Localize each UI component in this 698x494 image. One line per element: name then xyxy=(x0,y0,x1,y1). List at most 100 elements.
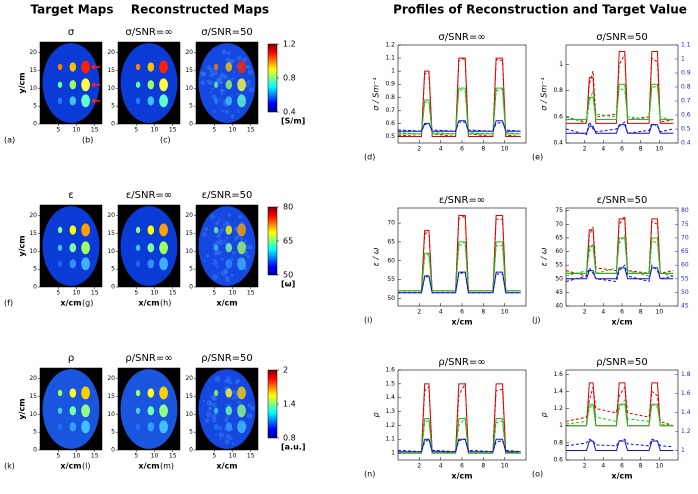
y-tick-label: 1.1 xyxy=(385,55,395,62)
x-tick-label: 2 xyxy=(417,463,421,470)
noise-speckle xyxy=(244,251,249,255)
map-y-tick-label: 5 xyxy=(189,266,193,273)
profile-line xyxy=(565,398,674,427)
noise-speckle xyxy=(199,71,206,77)
inclusion xyxy=(213,226,219,234)
inclusion xyxy=(135,63,141,71)
y-axis-label: ρ xyxy=(540,412,549,417)
x-tick-label: 8 xyxy=(481,146,485,153)
colorbar-unit: [a.u.] xyxy=(281,443,305,452)
profile-line xyxy=(565,438,674,448)
map-x-tick-label: 5 xyxy=(134,453,138,460)
inclusion xyxy=(237,60,246,74)
noise-speckle xyxy=(230,114,235,119)
y-tick-label: 1 xyxy=(391,68,395,75)
map-title: ρ xyxy=(68,353,74,364)
map-y-tick-label: 10 xyxy=(107,248,115,255)
noise-speckle xyxy=(221,49,227,55)
noise-speckle xyxy=(208,407,212,410)
y-tick-label: 0.8 xyxy=(553,87,563,94)
inclusion xyxy=(237,257,246,271)
profile-line xyxy=(565,120,674,136)
inclusion xyxy=(81,404,90,418)
noise-speckle xyxy=(224,221,229,226)
x-tick-label: 6 xyxy=(620,146,624,153)
x-tick-label: 10 xyxy=(501,463,509,470)
inclusion xyxy=(81,60,90,74)
y-tick-label: 0.6 xyxy=(553,113,563,120)
x-tick-label: 4 xyxy=(439,309,443,316)
y2-tick-label: 1.1 xyxy=(681,42,691,49)
map-y-tick-label: 0 xyxy=(33,447,37,454)
noise-speckle xyxy=(243,239,248,243)
noise-speckle xyxy=(201,231,207,237)
noise-speckle xyxy=(203,226,209,232)
profile-line xyxy=(398,271,521,294)
map-x-label: x/cm xyxy=(60,462,81,471)
profile-line xyxy=(565,264,674,283)
map-y-tick-label: 5 xyxy=(33,103,37,110)
profile-line xyxy=(398,417,521,454)
noise-speckle xyxy=(205,254,210,258)
inclusion xyxy=(159,241,168,255)
noise-speckle xyxy=(230,257,234,261)
y2-tick-label: 1 xyxy=(681,56,685,63)
inclusion xyxy=(237,420,246,434)
inclusion xyxy=(147,96,155,106)
x-tick-label: 10 xyxy=(501,146,509,153)
noise-speckle xyxy=(211,248,214,251)
noise-speckle xyxy=(231,59,236,64)
noise-speckle xyxy=(246,246,250,250)
map-y-tick-label: 15 xyxy=(185,67,193,74)
noise-speckle xyxy=(237,110,240,114)
profile-line xyxy=(565,233,674,277)
inclusion xyxy=(237,386,246,400)
x-tick-label: 4 xyxy=(439,463,443,470)
map-y-tick-label: 0 xyxy=(33,121,37,128)
inclusion xyxy=(225,96,233,106)
y-tick-label: 1.3 xyxy=(385,408,395,415)
noise-speckle xyxy=(226,376,231,381)
map-y-tick-label: 5 xyxy=(33,429,37,436)
noise-speckle xyxy=(211,402,218,408)
noise-speckle xyxy=(225,433,231,439)
y-axis-label: ε / ω xyxy=(540,247,549,266)
y-axis-label: ρ xyxy=(372,412,381,417)
noise-speckle xyxy=(227,50,231,54)
profile-line xyxy=(566,124,674,134)
plot-frame xyxy=(565,207,679,307)
y-tick-label: 1 xyxy=(391,450,395,457)
map-x-tick-label: 5 xyxy=(212,127,216,134)
inclusion xyxy=(147,62,155,72)
y-tick-label: 1.5 xyxy=(385,380,395,387)
arrow xyxy=(91,82,101,88)
map-x-label: x/cm xyxy=(138,299,159,308)
inclusion xyxy=(237,223,246,237)
profile-line xyxy=(398,214,521,292)
inclusion xyxy=(237,78,246,92)
map-title: σ/SNR=∞ xyxy=(125,27,172,38)
y-tick-label: 45 xyxy=(555,289,563,296)
inclusion xyxy=(69,96,77,106)
panel-label: (i) xyxy=(364,316,372,325)
x-tick-label: 2 xyxy=(583,309,587,316)
y-tick-label: 55 xyxy=(555,262,563,269)
inclusion xyxy=(57,63,63,71)
x-tick-label: 6 xyxy=(460,146,464,153)
inclusion xyxy=(159,94,168,108)
noise-speckle xyxy=(215,434,218,437)
inclusion xyxy=(135,81,141,88)
y2-tick-label: 0.8 xyxy=(681,84,691,91)
inclusion xyxy=(213,97,219,105)
inclusion xyxy=(237,241,246,255)
noise-speckle xyxy=(244,267,248,271)
y-tick-label: 1.2 xyxy=(385,422,395,429)
map-y-tick-label: 15 xyxy=(29,230,37,237)
map-y-tick-label: 15 xyxy=(107,230,115,237)
noise-speckle xyxy=(220,257,224,261)
map-title: ε/SNR=∞ xyxy=(126,190,172,201)
map-title: ρ/SNR=50 xyxy=(201,353,253,364)
panel-label: (n) xyxy=(364,470,375,479)
inclusion xyxy=(81,420,90,434)
y-tick-label: 70 xyxy=(555,221,563,228)
